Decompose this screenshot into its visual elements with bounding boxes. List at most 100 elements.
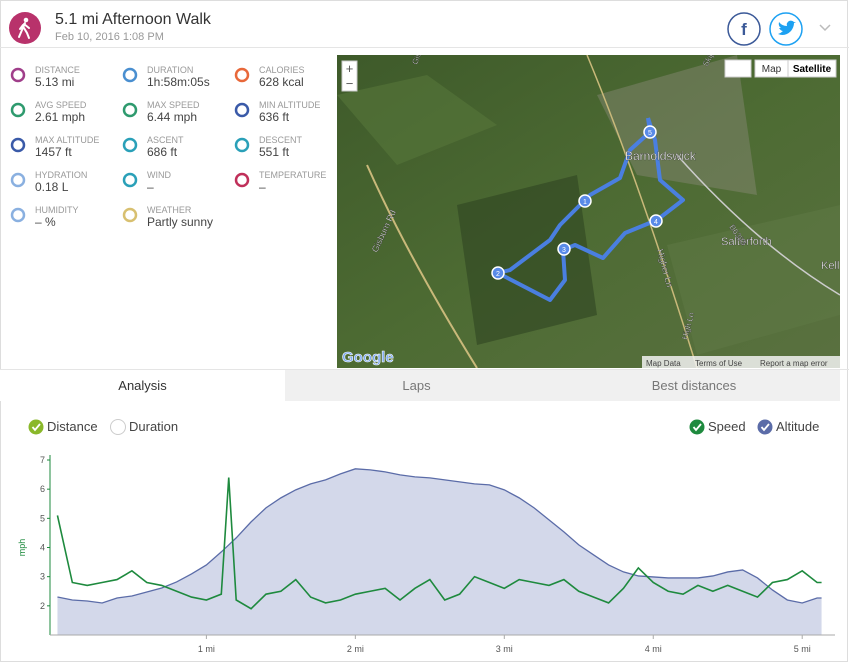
stat-icon bbox=[10, 207, 26, 223]
map-footer-link[interactable]: Terms of Use bbox=[695, 359, 743, 368]
stat-icon bbox=[122, 102, 138, 118]
stat-icon bbox=[234, 137, 250, 153]
stat-icon bbox=[234, 67, 250, 83]
stat-value: 686 ft bbox=[147, 145, 178, 159]
activity-date: Feb 10, 2016 1:08 PM bbox=[55, 31, 164, 43]
check-mark bbox=[760, 423, 770, 432]
activity-title: 5.1 mi Afternoon Walk bbox=[55, 11, 211, 28]
stat-icon bbox=[122, 137, 138, 153]
share-buttons: f bbox=[727, 12, 831, 46]
tab[interactable]: Analysis bbox=[0, 370, 285, 401]
stat-label: HYDRATION bbox=[35, 170, 88, 180]
y-axis-title: mph bbox=[17, 539, 27, 557]
stat-icon bbox=[122, 207, 138, 223]
divider bbox=[0, 369, 849, 370]
y-tick-label: 3 bbox=[40, 572, 45, 582]
svg-text:f: f bbox=[741, 20, 747, 39]
map-controls bbox=[341, 59, 840, 368]
legend-label[interactable]: Altitude bbox=[776, 419, 819, 434]
stat-icon bbox=[122, 67, 138, 83]
map-button-label: Map bbox=[762, 64, 782, 75]
x-tick-label: 3 mi bbox=[496, 644, 513, 654]
tab[interactable]: Best distances bbox=[548, 370, 840, 401]
expand-chevron[interactable] bbox=[819, 24, 831, 32]
facebook-button[interactable] bbox=[727, 12, 761, 46]
analysis-chart: Distance Duration Speed Altitude 2 3 4 5 6 7 1 mi 2… bbox=[17, 419, 835, 654]
stat-icon bbox=[122, 172, 138, 188]
map-footer-link[interactable]: Report a map error bbox=[760, 359, 828, 368]
x-tick-label: 1 mi bbox=[198, 644, 215, 654]
stat-value: Partly sunny bbox=[147, 215, 214, 229]
stat-icon bbox=[10, 102, 26, 118]
divider bbox=[0, 47, 849, 48]
stat-label: MAX SPEED bbox=[147, 100, 200, 110]
stat-label: AVG SPEED bbox=[35, 100, 87, 110]
stat-value: – bbox=[259, 180, 266, 194]
stat-value: 1457 ft bbox=[35, 145, 72, 159]
map[interactable]: +−Map SatelliteBarnoldswickSalterforthGis… bbox=[337, 55, 840, 368]
stat-icon bbox=[10, 67, 26, 83]
x-tick-label: 5 mi bbox=[794, 644, 811, 654]
y-tick-label: 7 bbox=[40, 455, 45, 465]
route-marker bbox=[578, 194, 592, 208]
place-label: Kell bbox=[821, 260, 839, 272]
stat-label: DISTANCE bbox=[35, 65, 80, 75]
place-label: Salterforth bbox=[721, 236, 772, 248]
toggle-check[interactable] bbox=[28, 419, 44, 435]
route-marker bbox=[557, 242, 571, 256]
satellite-button-label: Satellite bbox=[793, 64, 832, 75]
x-tick-label: 4 mi bbox=[645, 644, 662, 654]
y-tick-label: 2 bbox=[40, 601, 45, 611]
stat-value: – % bbox=[35, 215, 56, 229]
legend-label[interactable]: Speed bbox=[708, 419, 746, 434]
altitude-line bbox=[57, 468, 822, 604]
stat-icon bbox=[234, 172, 250, 188]
stat-value: 636 ft bbox=[259, 110, 290, 124]
toggle-check[interactable] bbox=[689, 419, 705, 435]
stat-value: – bbox=[147, 180, 154, 194]
stat-label: DESCENT bbox=[259, 135, 303, 145]
map-footer-link[interactable]: Map Data bbox=[646, 359, 681, 368]
y-tick-label: 6 bbox=[40, 484, 45, 494]
toggle-check[interactable] bbox=[757, 419, 773, 435]
stat-value: 5.13 mi bbox=[35, 75, 75, 89]
stat-value: 6.44 mph bbox=[147, 110, 198, 124]
stat-value: 628 kcal bbox=[259, 75, 304, 89]
route-marker bbox=[491, 266, 505, 280]
stat-label: HUMIDITY bbox=[35, 205, 79, 215]
stat-label: DURATION bbox=[147, 65, 194, 75]
stat-value: 0.18 L bbox=[35, 180, 69, 194]
route-marker-label: 4 bbox=[654, 219, 658, 226]
stat-icon bbox=[234, 102, 250, 118]
stat-label: TEMPERATURE bbox=[259, 170, 327, 180]
place-label: Barnoldswick bbox=[625, 149, 697, 163]
route-marker-label: 5 bbox=[648, 130, 652, 137]
stat-label: CALORIES bbox=[259, 65, 305, 75]
route-marker-label: 2 bbox=[496, 271, 500, 278]
route-marker bbox=[643, 125, 657, 139]
activity-icon bbox=[9, 12, 41, 44]
axis-mode[interactable]: Duration bbox=[129, 419, 178, 434]
stat-label: WEATHER bbox=[147, 205, 192, 215]
stat-value: 551 ft bbox=[259, 145, 290, 159]
stat-value: 2.61 mph bbox=[35, 110, 86, 124]
y-tick-label: 4 bbox=[40, 543, 45, 553]
check-mark bbox=[31, 423, 41, 432]
map-logo: Google bbox=[342, 349, 394, 366]
axis-mode[interactable]: Distance bbox=[47, 419, 98, 434]
stat-label: MAX ALTITUDE bbox=[35, 135, 100, 145]
stat-icon bbox=[10, 172, 26, 188]
stat-label: ASCENT bbox=[147, 135, 184, 145]
zoom-in[interactable]: + bbox=[346, 61, 354, 76]
speed-line bbox=[56, 477, 822, 610]
x-tick-label: 2 mi bbox=[347, 644, 364, 654]
stats-panel: DISTANCE 5.13 mi DURATION 1h:58m:05s CALORIE… bbox=[0, 55, 336, 368]
tab[interactable]: Laps bbox=[285, 370, 548, 401]
altitude-area bbox=[57, 468, 822, 635]
satellite-button[interactable] bbox=[787, 59, 837, 78]
toggle-check[interactable] bbox=[110, 419, 126, 435]
stat-label: MIN ALTITUDE bbox=[259, 100, 321, 110]
route-marker bbox=[649, 214, 663, 228]
